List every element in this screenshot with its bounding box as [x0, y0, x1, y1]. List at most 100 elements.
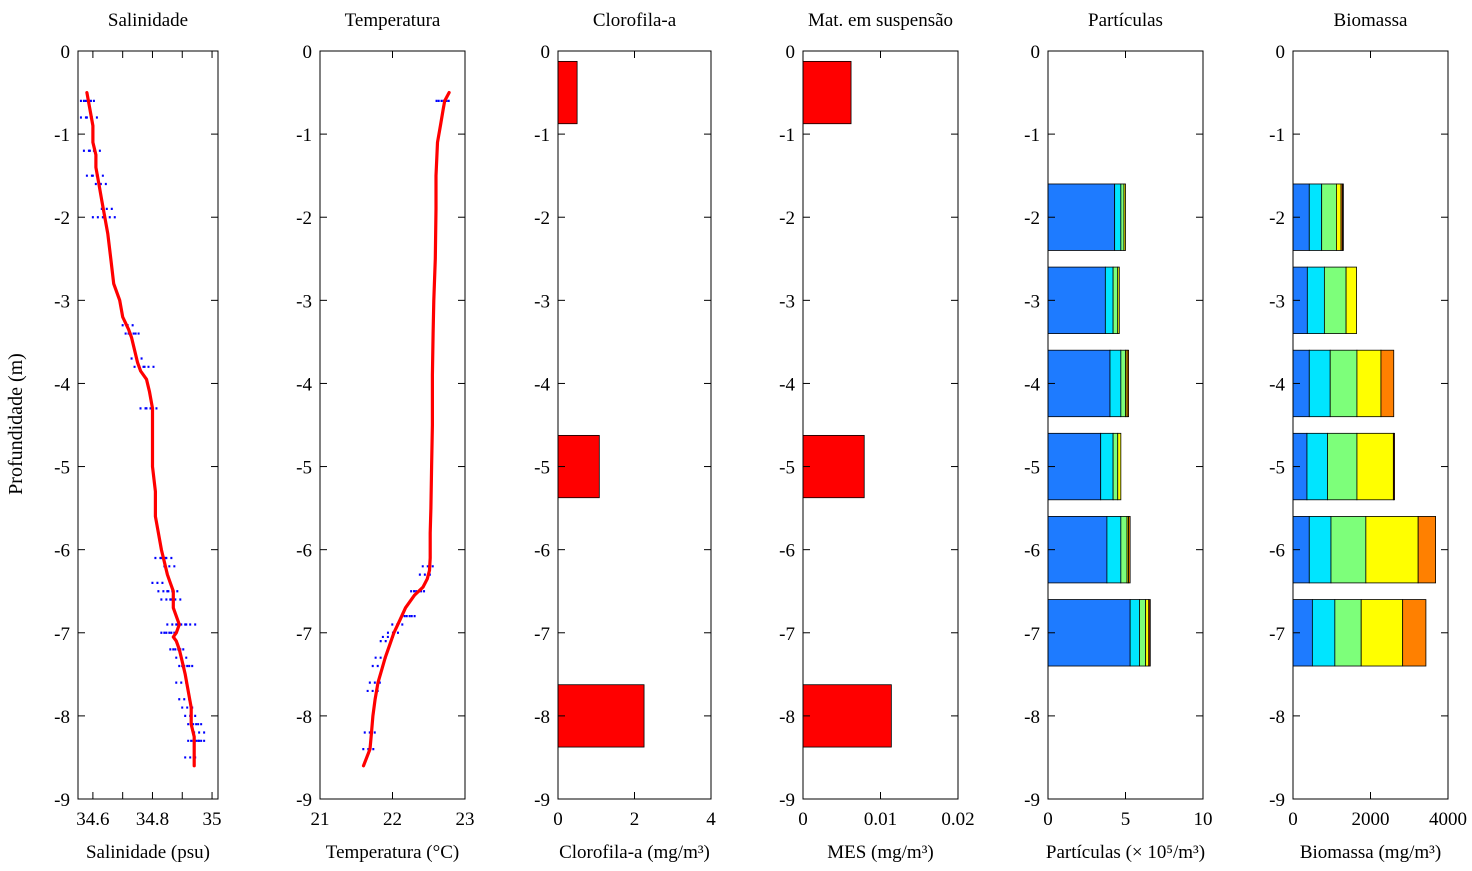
y-tick-label: -8: [534, 707, 550, 728]
bar-segment: [1308, 183, 1323, 251]
bar-segment: [1106, 516, 1122, 584]
y-tick-label: -8: [296, 707, 312, 728]
panel-title: Partículas: [1088, 10, 1163, 31]
y-tick-label: -1: [54, 125, 70, 146]
y-tick-label: -1: [296, 125, 312, 146]
y-tick-label: -1: [1024, 125, 1040, 146]
bar: [557, 60, 578, 125]
x-tick-label: 10: [1194, 809, 1213, 830]
y-tick-label: -7: [1024, 624, 1040, 645]
y-tick-label: -4: [534, 374, 550, 395]
bar-segment: [1117, 432, 1122, 501]
bar-segment: [1148, 599, 1151, 667]
bar-segment: [1308, 516, 1332, 584]
bar-segment: [1112, 266, 1119, 334]
y-tick-label: -3: [1269, 291, 1285, 312]
y-tick-label: -9: [534, 790, 550, 811]
y-tick-label: -2: [534, 208, 550, 229]
bar-segment: [1402, 599, 1427, 667]
y-tick-label: -1: [534, 125, 550, 146]
x-tick-label: 22: [383, 809, 402, 830]
y-tick-label: -5: [779, 458, 795, 479]
bar-segment: [1123, 183, 1126, 251]
y-tick-label: -7: [534, 624, 550, 645]
bar-segment: [1047, 266, 1106, 334]
y-tick-label: -2: [1269, 208, 1285, 229]
y-tick-label: 0: [303, 42, 313, 63]
y-tick-label: 0: [1031, 42, 1041, 63]
bar-segment: [1356, 349, 1382, 418]
bar-segment: [1311, 599, 1336, 667]
x-axis-label: Salinidade (psu): [86, 842, 210, 863]
x-axis-label: Partículas (× 10⁵/m³): [1046, 842, 1205, 863]
bar-segment: [1321, 183, 1337, 251]
bar-segment: [1117, 266, 1120, 334]
y-tick-label: -3: [1024, 291, 1040, 312]
y-tick-label: -4: [779, 374, 795, 395]
y-tick-label: -7: [779, 624, 795, 645]
x-tick-label: 23: [456, 809, 475, 830]
x-tick-label: 0: [553, 809, 563, 830]
bar-segment: [1047, 183, 1116, 251]
bar-segment: [1327, 432, 1358, 501]
bar-segment: [1112, 432, 1119, 501]
x-tick-label: 5: [1121, 809, 1131, 830]
y-tick-label: -6: [296, 541, 312, 562]
bar-segment: [1120, 349, 1126, 418]
y-tick-label: 0: [786, 42, 796, 63]
panel-title: Biomassa: [1334, 10, 1408, 31]
bar-segment: [1330, 516, 1367, 584]
y-tick-label: -2: [1024, 208, 1040, 229]
y-tick-label: -4: [54, 374, 70, 395]
y-tick-label: -5: [54, 458, 70, 479]
bar-segment: [1120, 516, 1128, 584]
x-tick-label: 0: [1288, 809, 1298, 830]
bar-segment: [1329, 349, 1358, 418]
y-tick-label: -6: [779, 541, 795, 562]
bar-segment: [1047, 432, 1102, 501]
y-tick-label: -8: [1024, 707, 1040, 728]
y-tick-label: -3: [296, 291, 312, 312]
y-tick-label: -3: [534, 291, 550, 312]
axes-box: [1292, 50, 1449, 800]
bar-segment: [1334, 599, 1362, 667]
y-tick-label: -6: [1269, 541, 1285, 562]
y-tick-label: 0: [61, 42, 71, 63]
x-tick-label: 2000: [1352, 809, 1390, 830]
bar-segment: [1104, 266, 1114, 334]
y-tick-label: -6: [1024, 541, 1040, 562]
x-axis-label: Temperatura (°C): [326, 842, 459, 863]
bar-segment: [1306, 432, 1328, 501]
y-tick-label: -7: [296, 624, 312, 645]
bar-segment: [1380, 349, 1395, 418]
bar-segment: [1120, 183, 1125, 251]
y-tick-label: -4: [296, 374, 312, 395]
y-tick-label: 0: [1276, 42, 1286, 63]
y-tick-label: -2: [296, 208, 312, 229]
y-tick-label: 0: [541, 42, 551, 63]
x-tick-label: 34.6: [76, 809, 109, 830]
y-tick-label: -4: [1024, 374, 1040, 395]
bar: [802, 434, 865, 499]
x-tick-label: 0.02: [941, 809, 974, 830]
y-tick-label: -9: [296, 790, 312, 811]
bar-segment: [1356, 432, 1394, 501]
y-tick-label: -2: [54, 208, 70, 229]
bar-segment: [1129, 599, 1140, 667]
bar-segment: [1047, 516, 1108, 584]
y-tick-label: -5: [296, 458, 312, 479]
panel-title: Mat. em suspensão: [808, 10, 953, 31]
y-tick-label: -9: [1269, 790, 1285, 811]
bar-segment: [1047, 349, 1111, 418]
bar-segment: [1047, 599, 1131, 667]
y-tick-label: -1: [1269, 125, 1285, 146]
x-tick-label: 0: [798, 809, 808, 830]
bar-segment: [1345, 266, 1357, 334]
profile-line: [85, 91, 196, 768]
x-tick-label: 0: [1043, 809, 1053, 830]
y-tick-label: -8: [1269, 707, 1285, 728]
bar-segment: [1100, 432, 1114, 501]
bar-segment: [1114, 183, 1122, 251]
x-tick-label: 4000: [1429, 809, 1467, 830]
